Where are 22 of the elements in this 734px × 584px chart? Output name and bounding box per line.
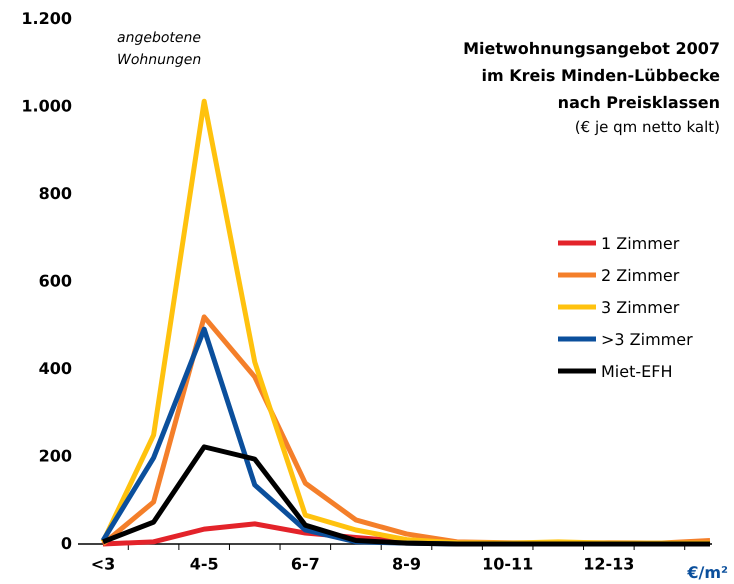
- x-tick-label: 12-13: [583, 554, 634, 574]
- x-tick-label: 6-7: [290, 554, 320, 574]
- x-axis-title: €/m²: [686, 563, 728, 582]
- legend-label: >3 Zimmer: [601, 330, 694, 349]
- y-tick-label: 600: [38, 272, 72, 291]
- text: Mietwohnungsangebot 2007 im Kreis Minden-Lübbecke nach Preisklassen: [463, 39, 720, 112]
- legend-label: 3 Zimmer: [601, 298, 680, 317]
- x-tick-label: 10-11: [482, 554, 534, 574]
- y-axis-title: angebotene Wohnungen: [117, 30, 202, 68]
- y-tick-label: 400: [38, 359, 72, 378]
- x-tick-label: <3: [90, 554, 116, 574]
- text: (€ je qm netto kalt): [574, 118, 720, 136]
- y-tick-label: 1.200: [21, 9, 72, 28]
- x-tick-label: 8-9: [392, 554, 421, 574]
- legend-label: Miet-EFH: [601, 362, 672, 381]
- legend-label: 1 Zimmer: [601, 234, 680, 253]
- x-tick-label: 4-5: [190, 554, 219, 574]
- legend-label: 2 Zimmer: [601, 266, 680, 285]
- y-tick-label: 200: [38, 446, 72, 466]
- y-tick-label: 800: [38, 184, 72, 204]
- y-tick-label: 1.000: [21, 96, 72, 116]
- y-tick-label: 0: [60, 534, 72, 554]
